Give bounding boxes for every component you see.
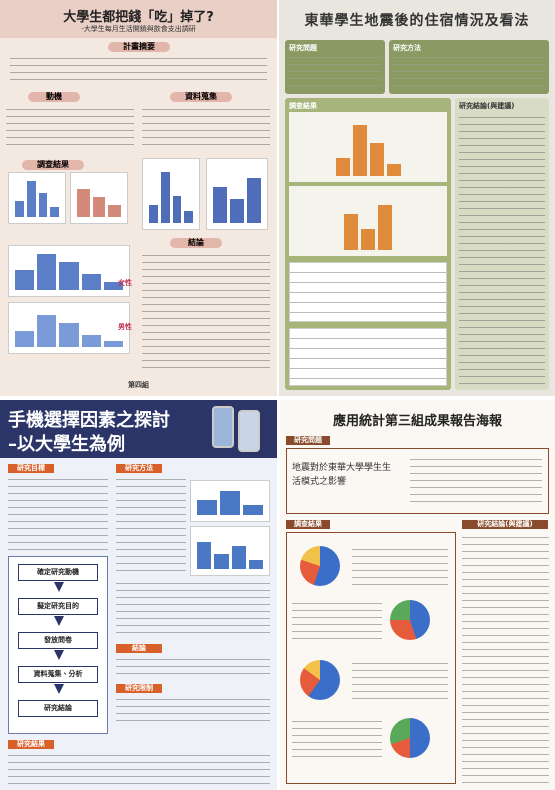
- section-header: 結論: [116, 644, 162, 653]
- title: 大學生都把錢「吃」掉了?: [0, 6, 277, 25]
- label: 女性: [118, 278, 132, 288]
- flow-step: 確定研究動機: [18, 564, 98, 581]
- chart-image: [190, 526, 270, 576]
- section-header: 調查結果: [289, 101, 317, 111]
- chart-image: [8, 172, 66, 224]
- chart-image: [8, 302, 130, 354]
- table-image: [289, 262, 447, 322]
- text-block: [116, 580, 270, 636]
- chart-image: [206, 158, 268, 230]
- text-block: [6, 106, 134, 150]
- poster-2: 東華學生地震後的住宿情況及看法 研究問題 研究方法 調查結果 研究結論(與建議): [279, 0, 555, 396]
- text-block: [459, 114, 545, 384]
- chart-image: [142, 158, 200, 230]
- text-block: [8, 752, 270, 784]
- text-block: [10, 55, 267, 85]
- section-header: 研究限制: [116, 684, 162, 693]
- section-header: 資料蒐集: [170, 92, 232, 102]
- flow-step: 研究結論: [18, 700, 98, 717]
- section-header: 計畫摘要: [108, 42, 170, 52]
- chart-image: [190, 480, 270, 522]
- chart-image: [70, 172, 128, 224]
- phone-icon: [212, 406, 234, 448]
- label: 男性: [118, 322, 132, 332]
- page: {"posters": [ {"title": "大學生都把錢「吃」掉了?", …: [0, 0, 555, 790]
- arrow: [54, 684, 64, 694]
- section-header: 研究方法: [116, 464, 162, 473]
- table-image: [289, 328, 447, 386]
- pie-image: [390, 718, 430, 758]
- title: 應用統計第三組成果報告海報: [280, 410, 555, 429]
- text-block: [116, 656, 270, 674]
- text-block: [352, 546, 448, 586]
- text-block: [8, 476, 108, 550]
- arrow: [54, 650, 64, 660]
- poster-1: 大學生都把錢「吃」掉了? -大學生每月生活開銷與飲食支出調研 計畫摘要 動機 資…: [0, 0, 277, 396]
- subtitle: -大學生每月生活開銷與飲食支出調研: [0, 24, 277, 34]
- footer: 第四組: [0, 380, 277, 390]
- text-block: [352, 660, 448, 700]
- section-header: 研究方法: [393, 43, 421, 53]
- text-block: [410, 456, 542, 508]
- section-header: 研究目標: [8, 464, 54, 473]
- title: –以大學生為例: [8, 430, 125, 456]
- pie-image: [300, 546, 340, 586]
- phone-icon: [238, 410, 260, 452]
- section-header: 研究結論(與建議): [462, 520, 548, 529]
- section-header: 研究結果: [8, 740, 54, 749]
- section-header: 動機: [28, 92, 80, 102]
- text-block: [289, 54, 381, 90]
- flow-step: 發放問卷: [18, 632, 98, 649]
- text-block: [292, 718, 382, 758]
- text-block: [393, 54, 545, 90]
- text-block: [116, 696, 270, 726]
- section-header: 研究問題: [289, 43, 317, 53]
- pie-image: [390, 600, 430, 640]
- question: 地震對於東華大學學生生活模式之影響: [292, 462, 392, 489]
- text-block: [292, 600, 382, 640]
- poster-4: 應用統計第三組成果報告海報 研究問題 地震對於東華大學學生生活模式之影響 調查結…: [280, 400, 555, 790]
- poster-3: 手機選擇因素之探討 –以大學生為例 研究目標 研究方法 結論 研究限制 研究結果…: [0, 400, 277, 790]
- section-header: 研究結論(與建議): [459, 101, 514, 111]
- text-block: [142, 106, 270, 150]
- chart-image: [8, 245, 130, 297]
- text-block: [462, 534, 549, 784]
- arrow: [54, 582, 64, 592]
- section-header: 結論: [170, 238, 222, 248]
- flow-step: 擬定研究目的: [18, 598, 98, 615]
- text-block: [116, 476, 186, 576]
- chart-image: [289, 186, 447, 256]
- section-header: 調查結果: [22, 160, 84, 170]
- section-header: 調查結果: [286, 520, 330, 529]
- flow-step: 資料蒐集、分析: [18, 666, 98, 683]
- text-block: [142, 252, 270, 370]
- pie-image: [300, 660, 340, 700]
- chart-image: [289, 112, 447, 182]
- section-header: 研究問題: [286, 436, 330, 445]
- title: 手機選擇因素之探討: [8, 406, 170, 432]
- title: 東華學生地震後的住宿情況及看法: [285, 10, 549, 30]
- arrow: [54, 616, 64, 626]
